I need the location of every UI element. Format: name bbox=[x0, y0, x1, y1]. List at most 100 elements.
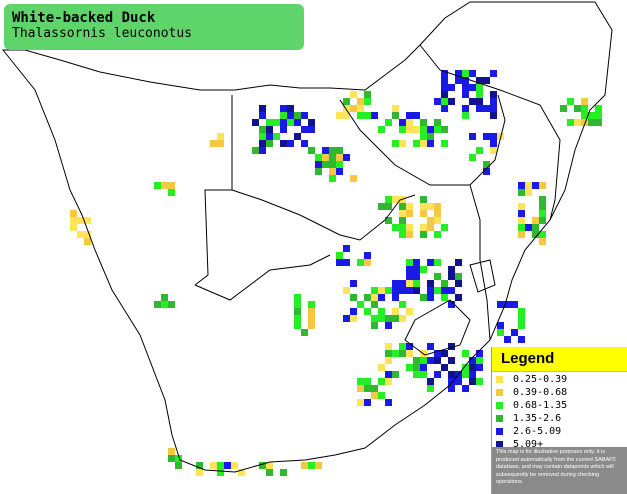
sighting-cell bbox=[406, 112, 413, 119]
sighting-cell bbox=[511, 301, 518, 308]
sighting-cell bbox=[469, 357, 476, 364]
sighting-cell bbox=[462, 70, 469, 77]
sighting-cell bbox=[343, 245, 350, 252]
sighting-cell bbox=[441, 364, 448, 371]
sighting-cell bbox=[420, 210, 427, 217]
sighting-cell bbox=[259, 140, 266, 147]
sighting-cell bbox=[210, 140, 217, 147]
sighting-cell bbox=[434, 98, 441, 105]
sighting-cell bbox=[462, 371, 469, 378]
sighting-cell bbox=[406, 350, 413, 357]
sighting-cell bbox=[70, 210, 77, 217]
sighting-cell bbox=[371, 301, 378, 308]
sa-internal-line bbox=[194, 254, 331, 301]
sighting-cell bbox=[518, 210, 525, 217]
sighting-cell bbox=[350, 91, 357, 98]
sighting-cell bbox=[168, 301, 175, 308]
sighting-cell bbox=[238, 469, 245, 476]
sighting-cell bbox=[343, 112, 350, 119]
sighting-cell bbox=[196, 462, 203, 469]
sighting-cell bbox=[217, 140, 224, 147]
sighting-cell bbox=[434, 119, 441, 126]
sighting-cell bbox=[406, 224, 413, 231]
sighting-cell bbox=[539, 238, 546, 245]
sighting-cell bbox=[217, 469, 224, 476]
sighting-cell bbox=[280, 140, 287, 147]
sighting-cell bbox=[371, 392, 378, 399]
sighting-cell bbox=[364, 252, 371, 259]
sighting-cell bbox=[308, 462, 315, 469]
sighting-cell bbox=[357, 112, 364, 119]
sighting-cell bbox=[357, 301, 364, 308]
sighting-cell bbox=[469, 84, 476, 91]
sighting-cell bbox=[77, 231, 84, 238]
sighting-cell bbox=[469, 70, 476, 77]
sighting-cell bbox=[518, 217, 525, 224]
legend-label: 0.39-0.68 bbox=[513, 387, 568, 398]
legend-item: 0.39-0.68 bbox=[495, 387, 625, 399]
sighting-cell bbox=[434, 273, 441, 280]
sighting-cell bbox=[413, 357, 420, 364]
sighting-cell bbox=[322, 161, 329, 168]
sighting-cell bbox=[406, 266, 413, 273]
sighting-cell bbox=[539, 231, 546, 238]
sighting-cell bbox=[406, 231, 413, 238]
sighting-cell bbox=[294, 308, 301, 315]
sighting-cell bbox=[441, 84, 448, 91]
legend-label: 0.25-0.39 bbox=[513, 374, 568, 385]
sighting-cell bbox=[434, 357, 441, 364]
sighting-cell bbox=[252, 147, 259, 154]
sighting-cell bbox=[490, 91, 497, 98]
sighting-cell bbox=[294, 315, 301, 322]
sighting-cell bbox=[532, 182, 539, 189]
sighting-cell bbox=[420, 203, 427, 210]
sighting-cell bbox=[406, 119, 413, 126]
sighting-cell bbox=[595, 105, 602, 112]
sighting-cell bbox=[294, 294, 301, 301]
sighting-cell bbox=[322, 154, 329, 161]
sighting-cell bbox=[441, 70, 448, 77]
sighting-cell bbox=[413, 273, 420, 280]
sighting-cell bbox=[336, 252, 343, 259]
sighting-cell bbox=[364, 259, 371, 266]
sighting-cell bbox=[371, 112, 378, 119]
sighting-cell bbox=[392, 280, 399, 287]
sighting-cell bbox=[329, 147, 336, 154]
sighting-cell bbox=[448, 385, 455, 392]
sighting-cell bbox=[378, 294, 385, 301]
sighting-cell bbox=[406, 273, 413, 280]
sighting-cell bbox=[392, 294, 399, 301]
sighting-cell bbox=[217, 462, 224, 469]
sighting-cell bbox=[350, 105, 357, 112]
sighting-cell bbox=[504, 336, 511, 343]
sighting-cell bbox=[392, 196, 399, 203]
sighting-cell bbox=[385, 196, 392, 203]
sighting-cell bbox=[371, 322, 378, 329]
sighting-cell bbox=[154, 182, 161, 189]
sighting-cell bbox=[462, 84, 469, 91]
sighting-cell bbox=[364, 294, 371, 301]
legend-item: 5.09+ bbox=[495, 439, 625, 451]
sighting-cell bbox=[168, 182, 175, 189]
sighting-cell bbox=[490, 70, 497, 77]
sighting-cell bbox=[490, 147, 497, 154]
sighting-cell bbox=[280, 105, 287, 112]
sighting-cell bbox=[504, 301, 511, 308]
sighting-cell bbox=[259, 133, 266, 140]
sighting-cell bbox=[224, 462, 231, 469]
sighting-cell bbox=[385, 287, 392, 294]
legend-item: 1.35-2.6 bbox=[495, 413, 625, 425]
sighting-cell bbox=[427, 378, 434, 385]
sighting-cell bbox=[266, 119, 273, 126]
sighting-cell bbox=[175, 455, 182, 462]
legend-label: 1.35-2.6 bbox=[513, 413, 562, 424]
sighting-cell bbox=[336, 112, 343, 119]
sighting-cell bbox=[378, 126, 385, 133]
sighting-cell bbox=[287, 112, 294, 119]
sighting-cell bbox=[217, 133, 224, 140]
sighting-cell bbox=[448, 273, 455, 280]
sighting-cell bbox=[434, 259, 441, 266]
sighting-cell bbox=[518, 336, 525, 343]
sighting-cell bbox=[413, 266, 420, 273]
sighting-cell bbox=[427, 140, 434, 147]
